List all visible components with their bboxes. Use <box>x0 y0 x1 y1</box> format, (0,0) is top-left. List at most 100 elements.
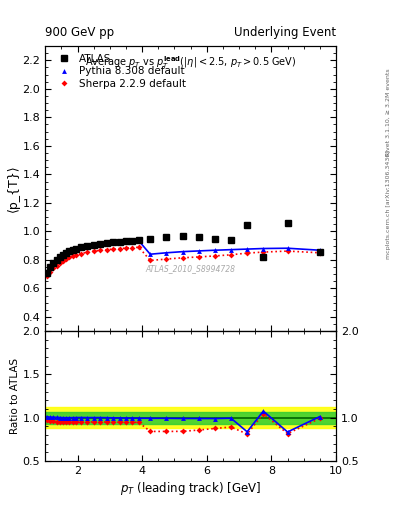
ATLAS <box>78 244 83 250</box>
Pythia 8.308 default <box>261 245 266 251</box>
Bar <box>45 412 336 423</box>
Pythia 8.308 default <box>104 240 109 246</box>
ATLAS <box>180 233 185 239</box>
Sherpa 2.2.9 default <box>285 248 290 254</box>
ATLAS <box>213 236 217 242</box>
Sherpa 2.2.9 default <box>111 246 116 252</box>
Text: Rivet 3.1.10, ≥ 3.2M events: Rivet 3.1.10, ≥ 3.2M events <box>386 69 391 157</box>
Pythia 8.308 default <box>124 239 129 245</box>
Sherpa 2.2.9 default <box>61 258 65 264</box>
ATLAS <box>85 243 90 249</box>
Sherpa 2.2.9 default <box>196 254 201 260</box>
ATLAS <box>70 246 75 252</box>
Pythia 8.308 default <box>73 245 78 251</box>
ATLAS <box>261 254 266 261</box>
Pythia 8.308 default <box>48 264 52 270</box>
Bar <box>45 407 336 428</box>
ATLAS <box>148 236 152 242</box>
Pythia 8.308 default <box>57 254 62 260</box>
Pythia 8.308 default <box>213 247 217 253</box>
Pythia 8.308 default <box>51 260 56 266</box>
ATLAS <box>164 234 169 241</box>
ATLAS <box>111 239 116 245</box>
ATLAS <box>61 251 65 258</box>
ATLAS <box>318 249 322 255</box>
ATLAS <box>117 239 122 245</box>
Legend: ATLAS, Pythia 8.308 default, Sherpa 2.2.9 default: ATLAS, Pythia 8.308 default, Sherpa 2.2.… <box>51 52 188 91</box>
Pythia 8.308 default <box>148 251 152 258</box>
Sherpa 2.2.9 default <box>91 248 96 254</box>
Text: mcplots.cern.ch [arXiv:1306.3436]: mcplots.cern.ch [arXiv:1306.3436] <box>386 151 391 259</box>
Pythia 8.308 default <box>111 240 116 246</box>
Sherpa 2.2.9 default <box>98 247 103 253</box>
Text: Average $p_T$ vs $p_T^{\mathbf{lead}}$($|\eta| < 2.5$, $p_T > 0.5$ GeV): Average $p_T$ vs $p_T^{\mathbf{lead}}$($… <box>85 55 296 72</box>
Pythia 8.308 default <box>98 241 103 247</box>
ATLAS <box>285 220 290 226</box>
Pythia 8.308 default <box>78 244 83 250</box>
Sherpa 2.2.9 default <box>130 245 135 251</box>
Sherpa 2.2.9 default <box>245 250 250 256</box>
Sherpa 2.2.9 default <box>78 250 83 257</box>
Sherpa 2.2.9 default <box>136 244 141 250</box>
Pythia 8.308 default <box>130 238 135 244</box>
ATLAS <box>67 248 72 254</box>
ATLAS <box>229 237 233 243</box>
ATLAS <box>245 222 250 228</box>
Sherpa 2.2.9 default <box>44 273 49 279</box>
Sherpa 2.2.9 default <box>213 253 217 259</box>
ATLAS <box>130 238 135 244</box>
ATLAS <box>196 234 201 241</box>
Pythia 8.308 default <box>245 246 250 252</box>
Pythia 8.308 default <box>44 268 49 274</box>
Y-axis label: Ratio to ATLAS: Ratio to ATLAS <box>10 358 20 434</box>
Sherpa 2.2.9 default <box>48 269 52 275</box>
Sherpa 2.2.9 default <box>104 247 109 253</box>
Sherpa 2.2.9 default <box>164 256 169 262</box>
Pythia 8.308 default <box>91 242 96 248</box>
ATLAS <box>51 261 56 267</box>
Sherpa 2.2.9 default <box>73 252 78 258</box>
Sherpa 2.2.9 default <box>85 249 90 255</box>
Sherpa 2.2.9 default <box>318 250 322 256</box>
ATLAS <box>98 241 103 247</box>
Line: Pythia 8.308 default: Pythia 8.308 default <box>44 239 322 274</box>
ATLAS <box>73 245 78 251</box>
ATLAS <box>57 254 62 260</box>
Pythia 8.308 default <box>85 243 90 249</box>
ATLAS <box>104 240 109 246</box>
Line: Sherpa 2.2.9 default: Sherpa 2.2.9 default <box>45 245 322 278</box>
ATLAS <box>48 264 52 270</box>
ATLAS <box>91 242 96 248</box>
Pythia 8.308 default <box>117 239 122 245</box>
ATLAS <box>124 238 129 244</box>
Pythia 8.308 default <box>196 248 201 254</box>
Sherpa 2.2.9 default <box>51 265 56 271</box>
Text: ATLAS_2010_S8994728: ATLAS_2010_S8994728 <box>145 264 236 273</box>
Text: Underlying Event: Underlying Event <box>234 26 336 39</box>
Pythia 8.308 default <box>67 248 72 254</box>
Text: 900 GeV pp: 900 GeV pp <box>45 26 114 39</box>
Pythia 8.308 default <box>164 250 169 256</box>
Pythia 8.308 default <box>64 249 68 255</box>
Sherpa 2.2.9 default <box>124 245 129 251</box>
Sherpa 2.2.9 default <box>180 254 185 261</box>
Sherpa 2.2.9 default <box>261 249 266 255</box>
ATLAS <box>64 249 68 255</box>
Y-axis label: ⟨p_{T}⟩: ⟨p_{T}⟩ <box>7 165 20 212</box>
Pythia 8.308 default <box>136 238 141 244</box>
Sherpa 2.2.9 default <box>67 254 72 261</box>
Sherpa 2.2.9 default <box>57 260 62 266</box>
Pythia 8.308 default <box>70 247 75 253</box>
Pythia 8.308 default <box>54 257 59 263</box>
Sherpa 2.2.9 default <box>64 256 68 262</box>
Sherpa 2.2.9 default <box>54 263 59 269</box>
Line: ATLAS: ATLAS <box>44 220 323 275</box>
Pythia 8.308 default <box>285 245 290 251</box>
ATLAS <box>44 270 49 276</box>
Sherpa 2.2.9 default <box>70 253 75 259</box>
Pythia 8.308 default <box>180 249 185 255</box>
Sherpa 2.2.9 default <box>229 252 233 258</box>
Sherpa 2.2.9 default <box>148 258 152 264</box>
ATLAS <box>54 257 59 263</box>
Sherpa 2.2.9 default <box>117 245 122 251</box>
